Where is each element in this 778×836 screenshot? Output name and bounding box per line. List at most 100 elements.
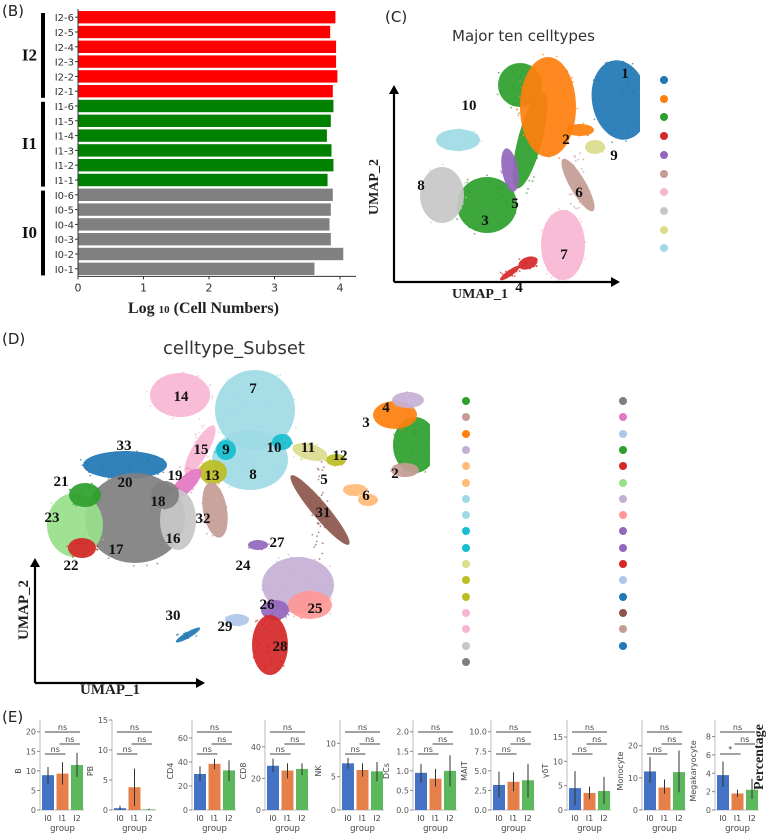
cluster-cd8-stem-point xyxy=(523,175,526,177)
cluster-cd4-naive-point xyxy=(227,409,230,411)
cluster-dcs-core xyxy=(518,256,538,270)
cluster-cd8-naive-point xyxy=(171,395,174,397)
group-label-I0: I0 xyxy=(22,223,37,242)
cluster-gdt-point xyxy=(154,455,157,458)
umap-d-legend xyxy=(440,392,778,692)
cluster-megakaryocyte-point xyxy=(569,202,572,205)
cluster-cd8-eff-gnly-point xyxy=(159,539,162,542)
cluster-cd4-naive-point xyxy=(261,373,263,376)
bar-I1-2 xyxy=(78,159,334,172)
cluster-cd8-top-point xyxy=(510,87,513,90)
cluster-cd8-eff-gnly-point xyxy=(137,558,139,560)
cluster-cd4-naive-point xyxy=(220,389,222,392)
cluster-nk-cd160-point xyxy=(56,539,59,541)
cluster-mono-cd14-point xyxy=(307,587,310,590)
cluster-mono-cd16-c1qa-point xyxy=(265,649,268,652)
cluster-mono-cd14-cd16-point xyxy=(278,614,281,617)
cluster-gdt-point xyxy=(146,457,149,460)
cluster-cd4-naive-point xyxy=(231,421,234,424)
cluster-monocyte-point xyxy=(558,277,561,280)
legend-item xyxy=(440,441,473,459)
y-tick-label: 10 xyxy=(628,774,638,783)
cluster-mono-cd14-point xyxy=(328,583,331,585)
cluster-cd4-point xyxy=(560,78,562,81)
y-tick-label: 5 xyxy=(31,786,36,795)
cluster-cd4-memory-point xyxy=(283,467,286,470)
cluster-monocyte-point xyxy=(552,275,555,278)
cluster-number-18: 18 xyxy=(151,494,166,510)
cluster-memory-b-point xyxy=(402,392,404,395)
cluster-b-point xyxy=(606,86,609,89)
cluster-mono-cd14-point xyxy=(294,585,297,588)
cluster-naive-b-point xyxy=(400,434,403,437)
cluster-megakaryocyte-point xyxy=(581,202,584,205)
legend-item xyxy=(595,620,630,638)
cluster-dcs-tail-point xyxy=(511,274,514,277)
cluster-nk-point xyxy=(453,216,456,218)
cluster-imemory-b-point xyxy=(376,415,379,418)
legend-item xyxy=(640,71,671,89)
cluster-megakaryocyte-point xyxy=(580,194,583,197)
legend-item xyxy=(595,408,630,426)
cluster-cd4-treg-point xyxy=(311,451,314,454)
cluster-number-31: 31 xyxy=(316,505,331,521)
cluster-cd4-naive-point xyxy=(240,406,242,409)
cluster-cd8-stem-point xyxy=(518,146,521,149)
cluster-cd8-naive-point xyxy=(208,396,211,399)
cluster-nk-cd160-point xyxy=(97,514,100,517)
cluster-megakaryocyte-point xyxy=(574,156,576,159)
cluster-cd8-point xyxy=(499,185,502,188)
cluster-mait-point xyxy=(509,191,512,193)
cluster-nk-cd160-point xyxy=(66,540,69,542)
cluster-cd8-eff-gzmk-point xyxy=(158,481,161,484)
cluster-gdt xyxy=(436,128,483,152)
cluster-memory-b-point xyxy=(403,397,405,400)
cluster-cd8-point xyxy=(506,201,509,204)
cluster-megakaryocyte-point xyxy=(320,502,323,505)
cluster-mono-cd16-c1qa-point xyxy=(263,627,266,630)
cluster-nk-cd56-point xyxy=(80,546,83,549)
cluster-plasmablast-point xyxy=(351,491,354,494)
cluster-cd4-th2-point xyxy=(288,444,291,447)
cluster-mait-point xyxy=(509,164,512,166)
cluster-cd4-naive-point xyxy=(293,398,296,401)
cluster-megakaryocyte-point xyxy=(310,504,313,507)
cluster-mono-cd16-c1qa-point xyxy=(265,644,268,646)
cluster-b-point xyxy=(605,72,608,75)
bar-I0 xyxy=(342,763,354,810)
x-tick-label: I2 xyxy=(748,814,755,823)
cluster-megakaryocyte-point xyxy=(321,542,324,545)
cluster-nk-point xyxy=(443,183,446,185)
cluster-cd8-point xyxy=(466,181,468,184)
cluster-b-point xyxy=(598,115,601,118)
cluster-monocyte-point xyxy=(546,256,548,258)
cluster-cd8-eff-gzmk-point xyxy=(151,496,154,499)
cluster-dcs-tail xyxy=(499,265,521,281)
cluster-cd8-eff-gnly-point xyxy=(134,512,136,515)
cluster-cd8-eff-gnly-point xyxy=(148,534,151,537)
bar-label: I0-2 xyxy=(55,250,74,261)
significance-label: ns xyxy=(358,723,367,732)
y-axis-label: CD4 xyxy=(166,763,175,780)
cluster-cd4-emem-gzmk-point xyxy=(205,482,208,484)
cluster-cd4-emem-gzmk-point xyxy=(217,462,220,465)
cluster-mono-cd14-cd83-point xyxy=(307,596,310,599)
cluster-monocyte-point xyxy=(542,255,545,258)
cluster-b-point xyxy=(626,85,629,88)
cluster-nk-cd160-point xyxy=(63,501,66,503)
legend-dot-icon xyxy=(462,413,470,422)
cluster-mono-cd14-cd83-point xyxy=(319,597,322,600)
cluster-mono-cd14-point xyxy=(287,553,290,556)
legend-dot-icon xyxy=(660,188,668,197)
cluster-cd8-point xyxy=(456,218,458,220)
cluster-number-12: 12 xyxy=(333,448,348,464)
cluster-gc-b-point xyxy=(392,472,394,474)
cluster-mono-cd14-point xyxy=(314,567,317,570)
cluster-pb-point xyxy=(595,148,597,151)
legend-item xyxy=(440,457,473,475)
cluster-nk-point xyxy=(432,208,435,211)
cluster-cd4-arm-point xyxy=(575,127,578,130)
cluster-cd8-point xyxy=(499,222,502,225)
cluster-cd8-top-point xyxy=(511,85,513,88)
significance-label: ns xyxy=(516,735,525,744)
